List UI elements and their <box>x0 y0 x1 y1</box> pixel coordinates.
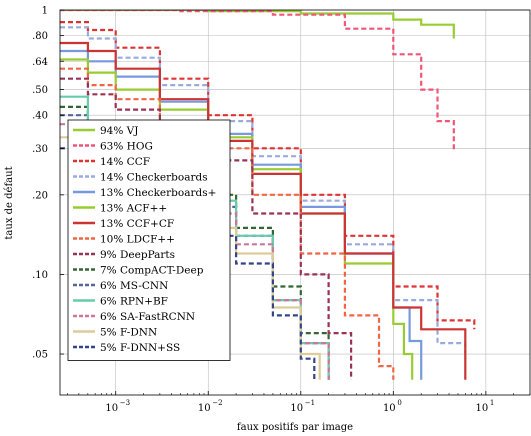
series-lines <box>60 10 476 380</box>
x-tick-exponent: 0 <box>397 399 401 407</box>
legend-label: 14% Checkerboards <box>100 171 208 183</box>
x-tick-exponent: −2 <box>212 399 222 407</box>
y-tick-label: .64 <box>32 57 48 68</box>
x-tick-exponent: −1 <box>305 399 315 407</box>
y-tick-label: .20 <box>32 190 48 201</box>
y-tick-label: .30 <box>32 144 48 155</box>
series-line-8 <box>60 77 353 380</box>
plot-frame <box>59 9 531 396</box>
y-tick-label: .10 <box>32 270 48 281</box>
y-tick-label: .50 <box>32 85 48 96</box>
x-tick-label: 10 <box>383 403 396 414</box>
legend-label: 6% RPN+BF <box>100 295 168 307</box>
y-tick-label: 1 <box>42 6 48 17</box>
series-line-2 <box>60 21 476 330</box>
x-tick-exponent: −3 <box>120 399 130 407</box>
legend-label: 6% SA-FastRCNN <box>100 311 195 323</box>
x-tick-label: 10 <box>475 403 488 414</box>
legend-label: 63% HOG <box>100 140 153 152</box>
x-tick-exponent: 1 <box>490 399 494 407</box>
legend-label: 94% VJ <box>100 125 138 137</box>
x-tick-label: 10 <box>290 403 303 414</box>
series-line-0 <box>60 10 455 39</box>
legend-label: 6% MS-CNN <box>100 280 168 292</box>
legend-label: 10% LDCF++ <box>100 233 175 245</box>
y-tick-label: .40 <box>32 111 48 122</box>
legend-label: 13% CCF+CF <box>100 218 174 230</box>
legend-label: 5% F-DNN+SS <box>100 342 180 354</box>
legend-label: 9% DeepParts <box>100 249 175 261</box>
x-axis-title: faux positifs par image <box>237 422 353 433</box>
legend-label: 5% F-DNN <box>100 326 157 338</box>
legend-label: 13% ACF++ <box>100 202 167 214</box>
y-tick-label: .05 <box>32 350 48 361</box>
series-line-1 <box>60 10 455 153</box>
ticks: 10 −3 10 −2 10 −1 10 0 10 1.05.10.20.30.40.50.64.… <box>32 6 531 414</box>
legend-label: 7% CompACT-Deep <box>100 264 204 276</box>
y-axis-title: taux de défaut <box>4 166 15 239</box>
legend-label: 14% CCF <box>100 156 150 168</box>
y-tick-label: .80 <box>32 31 48 42</box>
x-tick-label: 10 <box>105 403 118 414</box>
legend-label: 13% Checkerboards+ <box>100 187 216 199</box>
x-tick-label: 10 <box>198 403 211 414</box>
series-line-7 <box>60 67 395 380</box>
legend: 94% VJ 63% HOG 14% CCF 14% Checkerboards 13%… <box>67 119 231 361</box>
